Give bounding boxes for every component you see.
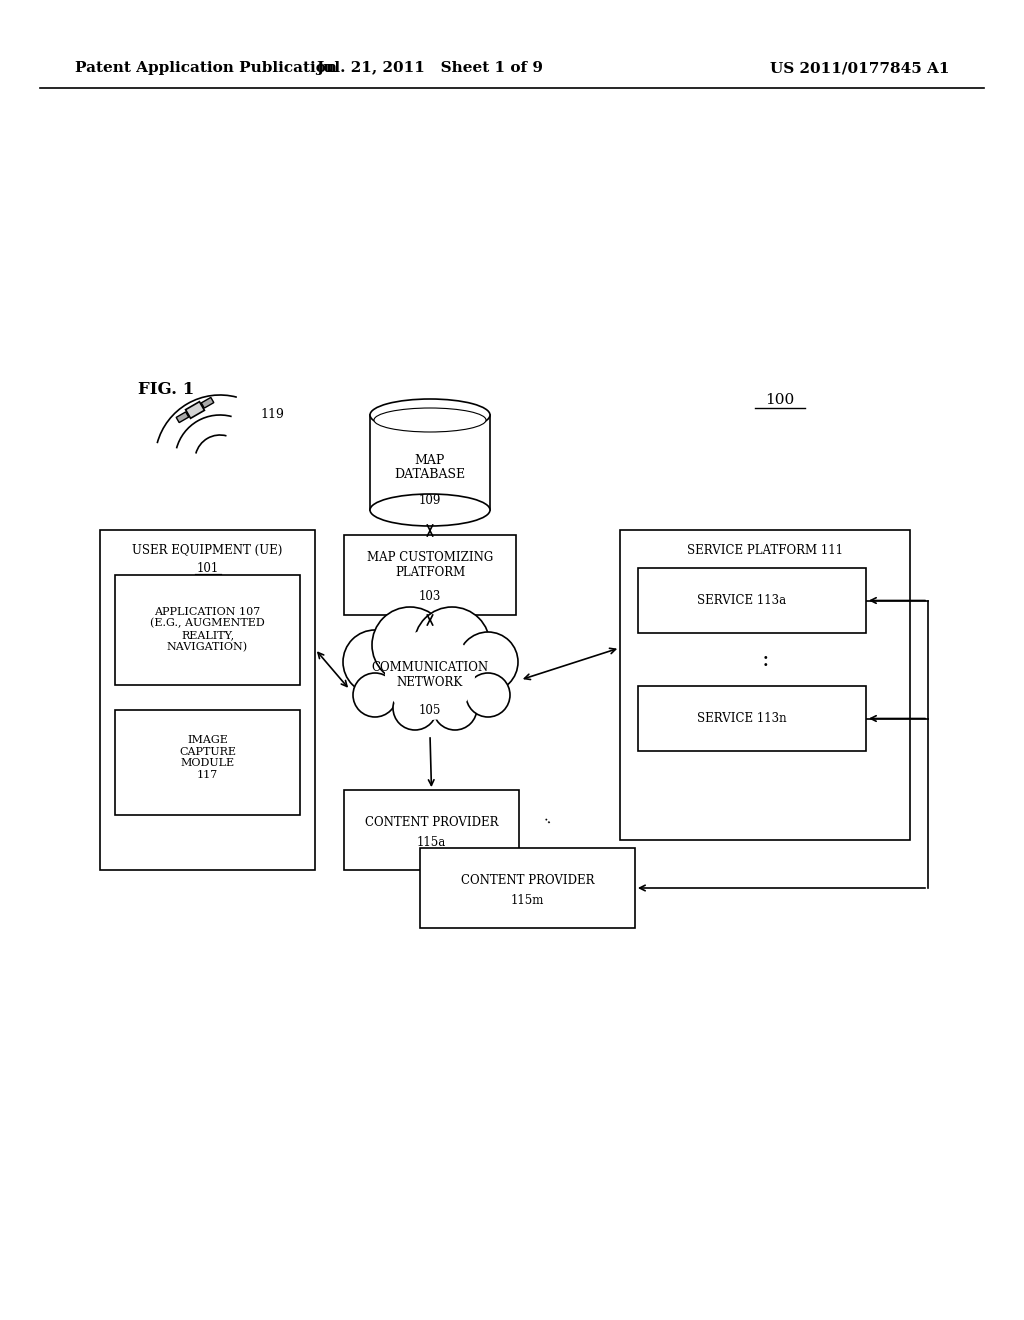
Circle shape: [414, 607, 490, 682]
Text: 105: 105: [419, 704, 441, 717]
Circle shape: [353, 673, 397, 717]
Text: 100: 100: [765, 393, 795, 407]
Text: CONTENT PROVIDER: CONTENT PROVIDER: [461, 874, 594, 887]
Bar: [620, 531, 910, 840]
Bar: [638, 568, 866, 634]
Text: MAP
DATABASE: MAP DATABASE: [394, 454, 466, 482]
Text: USER EQUIPMENT (UE): USER EQUIPMENT (UE): [132, 544, 283, 557]
Text: ..: ..: [541, 812, 557, 829]
Bar: [100, 531, 315, 870]
Circle shape: [372, 607, 449, 682]
Text: MAP CUSTOMIZING
PLATFORM: MAP CUSTOMIZING PLATFORM: [367, 550, 494, 579]
Text: (E.G., AUGMENTED
REALITY,
NAVIGATION): (E.G., AUGMENTED REALITY, NAVIGATION): [151, 618, 265, 652]
Text: 115a: 115a: [417, 837, 446, 850]
Bar: [638, 686, 866, 751]
Text: 109: 109: [419, 494, 441, 507]
Polygon shape: [176, 412, 188, 422]
Text: 103: 103: [419, 590, 441, 603]
Bar: [115, 576, 300, 685]
Polygon shape: [185, 401, 205, 418]
Ellipse shape: [370, 494, 490, 525]
Circle shape: [385, 630, 475, 719]
Text: Patent Application Publication: Patent Application Publication: [75, 61, 337, 75]
Text: SERVICE 113n: SERVICE 113n: [697, 711, 786, 725]
Text: CONTENT PROVIDER: CONTENT PROVIDER: [365, 816, 499, 829]
Text: 101: 101: [197, 561, 219, 574]
Text: SERVICE PLATFORM 111: SERVICE PLATFORM 111: [687, 544, 843, 557]
Text: 115m: 115m: [511, 895, 544, 908]
Ellipse shape: [374, 408, 486, 432]
Text: FIG. 1: FIG. 1: [138, 381, 195, 399]
Text: COMMUNICATION
NETWORK: COMMUNICATION NETWORK: [372, 661, 488, 689]
Circle shape: [458, 632, 518, 692]
Text: :: :: [761, 648, 769, 671]
Text: SERVICE 113a: SERVICE 113a: [697, 594, 786, 607]
Text: APPLICATION 107: APPLICATION 107: [155, 607, 261, 616]
Text: US 2011/0177845 A1: US 2011/0177845 A1: [770, 61, 950, 75]
Text: Jul. 21, 2011   Sheet 1 of 9: Jul. 21, 2011 Sheet 1 of 9: [316, 61, 544, 75]
Polygon shape: [202, 397, 214, 408]
Text: IMAGE
CAPTURE
MODULE
117: IMAGE CAPTURE MODULE 117: [179, 735, 236, 780]
Circle shape: [466, 673, 510, 717]
Bar: [420, 847, 635, 928]
Bar: [115, 710, 300, 814]
Circle shape: [343, 630, 407, 694]
Ellipse shape: [370, 399, 490, 432]
Bar: [344, 789, 519, 870]
Circle shape: [393, 686, 437, 730]
Bar: [344, 535, 516, 615]
Circle shape: [433, 686, 477, 730]
Text: 119: 119: [260, 408, 284, 421]
